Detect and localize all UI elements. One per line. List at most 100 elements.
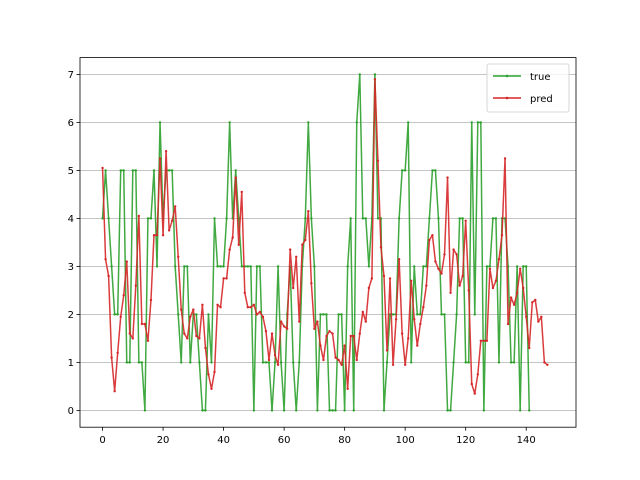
data-point-pred: [116, 351, 119, 354]
data-point-pred: [228, 248, 231, 251]
data-point-pred: [346, 387, 349, 390]
data-point-pred: [167, 229, 171, 232]
data-point-true: [128, 361, 131, 364]
data-point-pred: [243, 291, 246, 294]
data-point-true: [449, 409, 452, 412]
data-point-true: [180, 361, 183, 364]
data-point-pred: [340, 363, 343, 366]
data-point-pred: [479, 339, 483, 342]
data-point-pred: [506, 322, 510, 326]
data-point-pred: [434, 260, 437, 263]
data-point-pred: [497, 258, 501, 261]
data-point-pred: [491, 286, 495, 290]
data-point-pred: [349, 334, 352, 338]
data-point-pred: [331, 332, 334, 335]
data-point-true: [170, 169, 174, 172]
y-tick-label: 1: [68, 358, 74, 369]
data-point-pred: [119, 315, 122, 318]
data-point-true: [186, 265, 189, 268]
data-point-pred: [267, 358, 271, 362]
data-point-pred: [276, 363, 280, 366]
data-point-true: [479, 121, 483, 124]
data-point-pred: [255, 313, 259, 316]
data-point-pred: [464, 219, 467, 222]
data-point-true: [455, 313, 458, 316]
data-point-true: [183, 265, 186, 268]
data-point-true: [364, 217, 368, 220]
data-point-pred: [237, 243, 240, 246]
data-point-pred: [410, 279, 413, 282]
data-point-pred: [518, 267, 522, 270]
data-point-true: [219, 265, 222, 268]
data-point-pred: [543, 361, 546, 364]
legend-label-true: true: [530, 72, 551, 83]
data-point-true: [437, 217, 440, 220]
data-point-pred: [385, 349, 389, 352]
series-line-pred: [101, 78, 548, 395]
data-point-true: [428, 217, 431, 220]
data-point-pred: [509, 296, 513, 299]
data-point-pred: [437, 267, 440, 270]
data-point-pred: [204, 346, 207, 350]
legend-box: [486, 63, 570, 113]
data-point-true: [422, 265, 425, 268]
data-point-true: [240, 265, 243, 268]
data-point-pred: [234, 176, 237, 179]
data-point-pred: [282, 325, 286, 328]
series-pred: [101, 78, 549, 395]
data-point-true: [518, 409, 522, 412]
data-point-pred: [158, 157, 162, 160]
data-point-true: [461, 217, 464, 220]
data-point-true: [270, 409, 274, 412]
data-point-pred: [152, 234, 156, 237]
plot-frame: [79, 57, 577, 428]
data-point-pred: [122, 294, 125, 297]
data-point-true: [201, 409, 204, 412]
data-point-pred: [298, 320, 301, 323]
data-point-pred: [189, 315, 192, 318]
data-point-pred: [319, 344, 322, 347]
data-point-pred: [295, 255, 298, 258]
data-point-true: [155, 265, 159, 268]
data-point-true: [167, 169, 171, 172]
data-point-pred: [458, 284, 461, 287]
data-point-true: [361, 217, 364, 220]
data-point-pred: [376, 159, 380, 162]
data-point-pred: [249, 306, 253, 309]
data-point-pred: [288, 248, 292, 251]
data-point-pred: [155, 234, 159, 237]
data-point-pred: [216, 303, 219, 306]
data-point-pred: [546, 363, 549, 366]
data-point-true: [261, 361, 265, 364]
data-point-true: [113, 313, 116, 316]
data-point-true: [246, 265, 249, 268]
data-point-pred: [352, 334, 355, 338]
data-point-pred: [222, 277, 225, 280]
data-point-true: [443, 313, 446, 316]
y-tick-label: 3: [68, 262, 74, 273]
data-point-pred: [470, 382, 473, 386]
data-point-true: [282, 409, 286, 412]
data-point-pred: [540, 315, 543, 318]
x-axis-ticks: 0 20 40 60 80 100 120 140: [99, 427, 536, 446]
data-point-true: [313, 265, 316, 268]
data-point-true: [228, 121, 231, 124]
data-point-true: [334, 409, 337, 412]
data-point-pred: [413, 318, 416, 321]
data-point-pred: [461, 274, 464, 278]
data-point-pred: [512, 303, 516, 306]
data-point-true: [497, 361, 501, 364]
data-point-pred: [431, 234, 434, 237]
x-tick-label: 20: [157, 435, 170, 446]
data-point-pred: [446, 176, 449, 179]
data-point-true: [149, 217, 153, 220]
data-point-true: [352, 409, 355, 412]
data-point-pred: [143, 322, 147, 326]
data-point-pred: [207, 373, 210, 376]
data-point-pred: [186, 337, 189, 340]
legend-label-pred: pred: [530, 94, 553, 105]
data-point-pred: [279, 320, 283, 323]
data-point-pred: [373, 78, 377, 81]
data-point-pred: [370, 277, 374, 280]
data-point-true: [410, 361, 413, 364]
